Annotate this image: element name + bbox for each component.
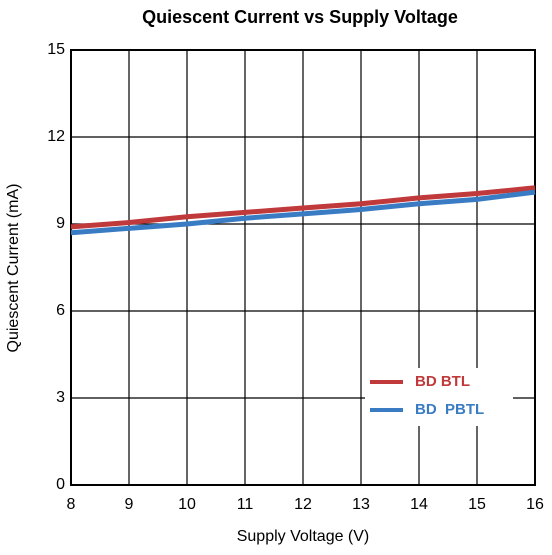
- y-tick-label: 15: [47, 41, 65, 58]
- chart-title: Quiescent Current vs Supply Voltage: [142, 7, 458, 27]
- x-axis-label: Supply Voltage (V): [237, 528, 370, 545]
- data-line: [70, 189, 536, 236]
- data-line: [70, 185, 536, 230]
- y-tick-label: 9: [56, 215, 65, 232]
- plot-frame: [70, 49, 536, 486]
- x-tick-label: 12: [294, 496, 312, 513]
- y-axis-label: Quiescent Current (mA): [5, 184, 22, 353]
- y-tick-label: 6: [56, 302, 65, 319]
- legend-label: BD PBTL: [415, 401, 484, 418]
- x-tick-label: 8: [67, 496, 76, 513]
- x-tick-label: 15: [468, 496, 486, 513]
- x-tick-label: 11: [237, 496, 254, 513]
- y-tick-label: 12: [47, 128, 65, 145]
- x-tick-label: 13: [352, 496, 370, 513]
- y-tick-label: 0: [56, 476, 65, 493]
- y-tick-label: 3: [56, 389, 65, 406]
- x-tick-label: 9: [125, 496, 134, 513]
- x-tick-label: 16: [526, 496, 544, 513]
- x-tick-label: 10: [178, 496, 196, 513]
- legend-label: BD BTL: [415, 373, 470, 390]
- x-tick-label: 14: [410, 496, 428, 513]
- legend-box: [365, 368, 513, 426]
